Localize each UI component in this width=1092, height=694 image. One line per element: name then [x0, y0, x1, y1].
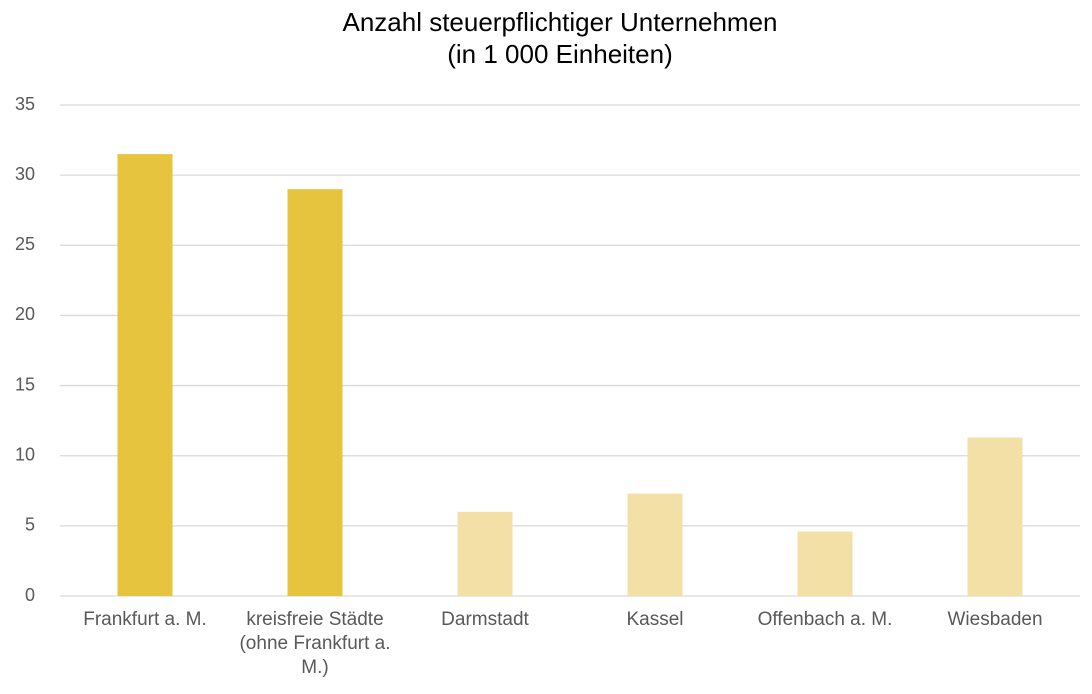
bar [457, 511, 513, 596]
chart-title: Anzahl steuerpflichtiger Unternehmen [342, 7, 777, 37]
bar [287, 189, 343, 596]
x-tick-label: kreisfreie Städte (ohne Frankfurt a. M.) [239, 609, 391, 678]
x-tick-label: Frankfurt a. M. [83, 609, 207, 630]
y-tick-label: 25 [15, 234, 35, 254]
x-tick-label: Darmstadt [441, 609, 529, 630]
x-tick-label: Wiesbaden [947, 609, 1043, 630]
y-tick-label: 15 [15, 374, 35, 394]
y-tick-label: 20 [15, 304, 35, 324]
x-tick-label: Kassel [626, 609, 684, 630]
chart-subtitle: (in 1 000 Einheiten) [447, 39, 672, 69]
bar [117, 154, 173, 596]
y-tick-label: 0 [25, 585, 35, 605]
x-tick-label: Offenbach a. M. [757, 609, 893, 630]
bar [627, 493, 683, 596]
bar [967, 437, 1023, 596]
bar [797, 531, 853, 596]
y-tick-label: 10 [15, 444, 35, 464]
y-tick-label: 35 [15, 94, 35, 114]
y-tick-label: 30 [15, 164, 35, 184]
y-tick-label: 5 [25, 515, 35, 535]
